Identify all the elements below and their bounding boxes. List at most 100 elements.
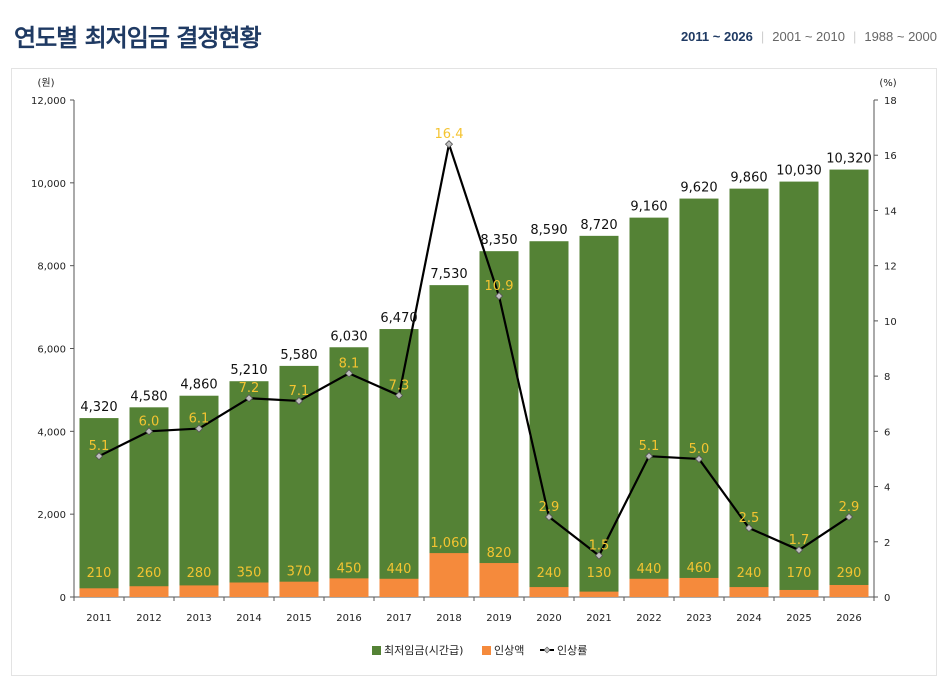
wage-bar: [729, 188, 769, 598]
wage-bar: [679, 198, 719, 598]
x-tick-label: 2012: [136, 613, 161, 624]
rate-label: 7.1: [289, 384, 310, 399]
wage-label: 7,530: [430, 267, 467, 282]
increase-label: 130: [587, 566, 612, 581]
y-left-tick-label: 8,000: [37, 262, 66, 273]
y-right-tick-label: 14: [884, 206, 897, 217]
y-right-tick-label: 4: [884, 483, 890, 494]
wage-label: 4,580: [130, 389, 167, 404]
wage-bar: [479, 251, 519, 597]
wage-bar: [529, 241, 569, 597]
rate-label: 7.2: [239, 381, 260, 396]
x-tick-label: 2022: [636, 613, 661, 624]
rate-label: 2.9: [539, 500, 560, 515]
rate-line: [98, 143, 850, 557]
wage-label: 4,860: [180, 378, 217, 393]
wage-label: 5,580: [280, 348, 317, 363]
rate-point: [744, 523, 754, 533]
period-tabs: 2011 ~ 2026 | 2001 ~ 2010 | 1988 ~ 2000: [681, 29, 937, 44]
increase-bar: [479, 563, 519, 597]
legend-rate-marker: [543, 646, 551, 654]
legend-label-rate: 인상률: [557, 644, 587, 657]
y-right-unit: (%): [879, 78, 896, 89]
x-tick-label: 2019: [486, 613, 511, 624]
increase-label: 170: [787, 566, 812, 581]
y-left-tick-label: 6,000: [37, 345, 66, 356]
increase-label: 450: [337, 561, 362, 576]
increase-label: 460: [687, 561, 712, 576]
x-tick-label: 2023: [686, 613, 711, 624]
rate-label: 1.7: [789, 533, 810, 548]
minimum-wage-chart: 02,0004,0006,0008,00010,00012,000(원)0246…: [31, 77, 897, 657]
rate-label: 10.9: [485, 279, 514, 294]
x-tick-label: 2025: [786, 613, 811, 624]
wage-bar: [629, 217, 669, 597]
wage-label: 10,320: [826, 152, 872, 167]
increase-label: 350: [237, 566, 262, 581]
increase-label: 820: [487, 546, 512, 561]
increase-bar: [329, 578, 369, 597]
rate-label: 6.1: [189, 412, 210, 427]
tab-2011-2026[interactable]: 2011 ~ 2026: [680, 29, 753, 44]
increase-label: 240: [537, 566, 562, 581]
tab-1988-2000[interactable]: 1988 ~ 2000: [864, 29, 937, 44]
increase-bar: [179, 585, 219, 597]
x-tick-label: 2011: [86, 613, 111, 624]
y-left-tick-label: 4,000: [37, 427, 66, 438]
increase-bar: [279, 581, 319, 597]
y-right-tick-label: 6: [884, 427, 890, 438]
page-title: 연도별 최저임금 결정현황: [14, 24, 262, 52]
y-right-tick-label: 16: [884, 151, 897, 162]
wage-label: 10,030: [776, 164, 822, 179]
increase-bar: [729, 587, 769, 597]
tab-2001-2010[interactable]: 2001 ~ 2010: [772, 29, 845, 44]
rate-point: [294, 396, 304, 406]
wage-bar: [229, 381, 269, 597]
x-tick-label: 2017: [386, 613, 411, 624]
increase-label: 1,060: [430, 536, 467, 551]
rate-label: 6.0: [139, 414, 160, 429]
increase-label: 440: [387, 562, 412, 577]
increase-label: 370: [287, 565, 312, 580]
wage-label: 4,320: [80, 400, 117, 415]
y-left-tick-label: 2,000: [37, 510, 66, 521]
rate-point: [344, 369, 354, 378]
increase-bar: [829, 584, 869, 597]
chart-container: 0 2,000 4,000 6,000 8,000 10,000 12,000 (원) 0 2 4 6…: [11, 68, 937, 676]
rate-label: 5.1: [89, 439, 110, 454]
increase-bar: [129, 586, 169, 597]
wage-label: 8,720: [580, 218, 617, 233]
rate-point: [644, 452, 654, 461]
tab-divider: |: [760, 29, 765, 44]
increase-bar: [779, 589, 819, 597]
wage-bar: [579, 235, 619, 597]
increase-bar: [679, 577, 719, 597]
x-tick-label: 2015: [286, 613, 311, 624]
rate-label: 8.1: [339, 356, 360, 371]
wage-label: 8,590: [530, 223, 567, 238]
increase-label: 280: [187, 566, 212, 581]
rate-point: [244, 394, 254, 403]
rate-point: [94, 452, 104, 461]
rate-point: [394, 391, 404, 400]
increase-bar: [529, 587, 569, 597]
increase-label: 440: [637, 562, 662, 577]
rate-point: [694, 454, 704, 464]
increase-bar: [229, 582, 269, 597]
x-tick-label: 2024: [736, 613, 761, 624]
increase-label: 260: [137, 566, 162, 581]
x-tick-label: 2013: [186, 613, 211, 624]
increase-bar: [579, 591, 619, 597]
rate-point: [544, 512, 554, 521]
rate-point: [844, 512, 854, 521]
wage-bar: [379, 329, 419, 597]
increase-bar: [629, 578, 669, 597]
increase-label: 290: [837, 566, 862, 581]
x-tick-label: 2016: [336, 613, 361, 624]
increase-label: 240: [737, 566, 762, 581]
legend-label-wage: 최저임금(시간급): [384, 644, 463, 657]
y-left-tick-label: 12,000: [31, 96, 66, 107]
wage-bar: [829, 169, 869, 597]
wage-bar: [429, 285, 469, 597]
rate-point: [494, 291, 504, 301]
